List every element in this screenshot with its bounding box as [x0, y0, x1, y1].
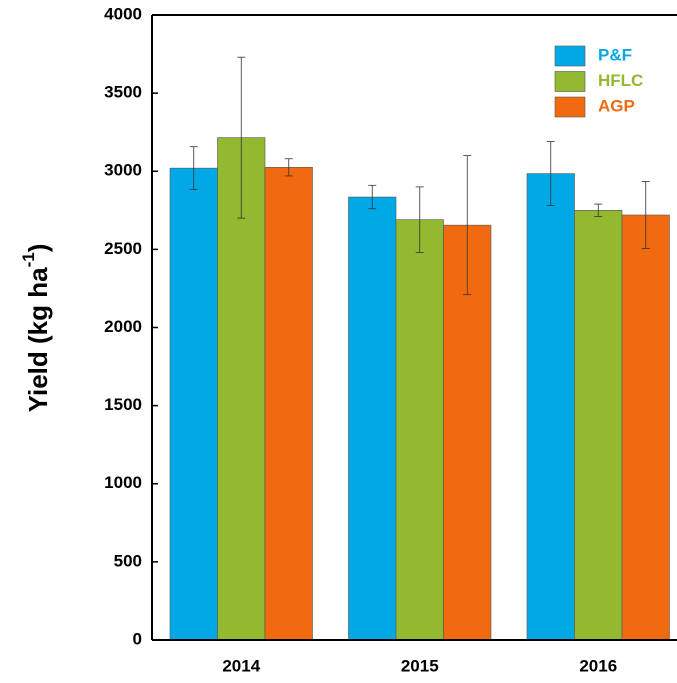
bar	[348, 196, 397, 641]
y-tick-label: 2500	[104, 239, 142, 258]
y-tick-label: 1500	[104, 395, 142, 414]
bar	[169, 167, 218, 641]
y-axis-label-text: Yield (kg ha	[23, 267, 53, 412]
legend-swatch	[554, 96, 586, 118]
legend-label: HFLC	[598, 71, 643, 90]
error-bar	[237, 56, 246, 219]
y-axis-label-suffix: )	[23, 244, 53, 253]
y-tick-label: 3000	[104, 161, 142, 180]
y-axis-label: Yield (kg ha-1)	[19, 244, 52, 413]
y-axis-label-superscript: -1	[19, 252, 38, 267]
bar	[526, 173, 575, 641]
y-tick-label: 500	[114, 551, 142, 570]
bar	[217, 137, 266, 641]
y-tick-label: 1000	[104, 473, 142, 492]
error-bar	[415, 186, 424, 253]
x-tick-label: 2015	[401, 656, 439, 675]
error-bar	[368, 184, 377, 210]
legend-label: P&F	[598, 45, 632, 64]
bar	[574, 210, 623, 641]
bar	[621, 214, 670, 641]
y-tick-label: 3500	[104, 83, 142, 102]
legend-swatch	[554, 45, 586, 67]
error-bar	[189, 146, 198, 190]
error-bar	[463, 155, 472, 296]
legend-swatch	[554, 71, 586, 92]
bar	[395, 219, 444, 641]
x-tick-label: 2014	[222, 656, 260, 675]
error-bar	[546, 141, 555, 207]
x-tick-label: 2016	[579, 656, 617, 675]
error-bar	[284, 158, 293, 177]
y-tick-label: 0	[133, 629, 142, 648]
error-bar	[594, 203, 603, 217]
error-bar	[641, 181, 650, 249]
y-tick-label: 2000	[104, 317, 142, 336]
legend-label: AGP	[598, 96, 635, 115]
y-tick-label: 4000	[104, 4, 142, 23]
bar	[264, 167, 313, 641]
